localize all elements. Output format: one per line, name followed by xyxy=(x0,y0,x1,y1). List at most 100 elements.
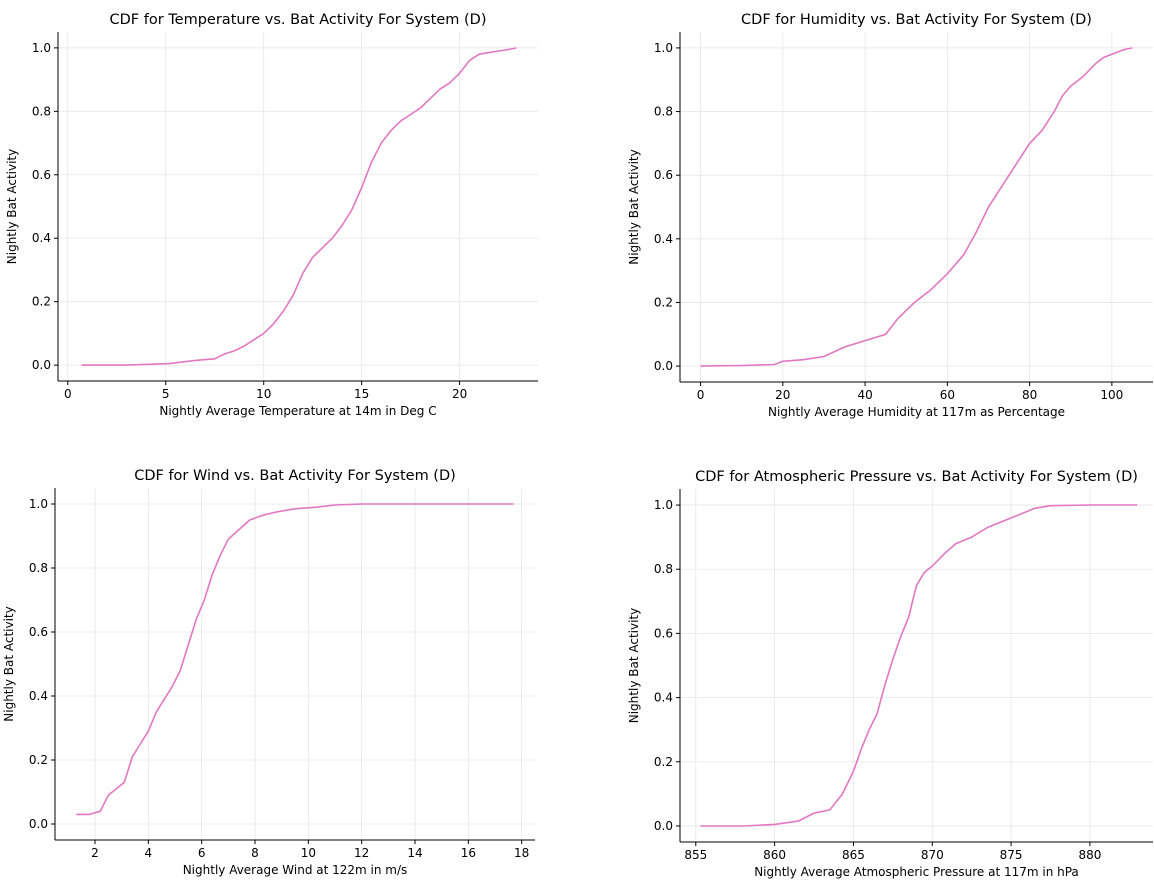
cdf-data-point xyxy=(1000,187,1002,189)
cdf-data-point xyxy=(390,129,392,131)
cdf-data-point xyxy=(852,770,854,772)
cdf-data-point xyxy=(400,120,402,122)
cdf-data-point xyxy=(478,53,480,55)
x-tick-label: 2 xyxy=(91,846,99,860)
cdf-data-point xyxy=(155,711,157,713)
cdf-data-point xyxy=(107,794,109,796)
cdf-data-point xyxy=(802,359,804,361)
cdf-data-point xyxy=(419,107,421,109)
cdf-data-point xyxy=(773,363,775,365)
y-tick-label: 0.4 xyxy=(32,231,51,245)
cdf-data-point xyxy=(147,730,149,732)
cdf-data-point xyxy=(930,289,932,291)
cdf-data-point xyxy=(351,208,353,210)
cdf-data-point xyxy=(884,684,886,686)
cdf-data-point xyxy=(429,97,431,99)
cdf-data-point xyxy=(80,364,82,366)
x-tick-label: 40 xyxy=(857,388,872,402)
y-tick-label: 0.8 xyxy=(29,561,48,575)
cdf-data-point xyxy=(841,793,843,795)
cdf-data-point xyxy=(900,635,902,637)
cdf-data-point xyxy=(171,685,173,687)
cdf-data-point xyxy=(1070,85,1072,87)
cdf-series-line xyxy=(700,47,1133,367)
y-tick-label: 0.4 xyxy=(654,232,673,246)
cdf-data-point xyxy=(99,810,101,812)
cdf-data-point xyxy=(123,781,125,783)
cdf-data-point xyxy=(843,346,845,348)
y-axis-label: Nightly Bat Activity xyxy=(627,608,641,723)
cdf-data-point xyxy=(963,254,965,256)
x-axis-label: Nightly Average Temperature at 14m in De… xyxy=(159,404,436,418)
y-tick-label: 0.2 xyxy=(654,755,673,769)
cdf-data-point xyxy=(892,658,894,660)
cdf-data-point xyxy=(458,72,460,74)
cdf-data-point xyxy=(223,353,225,355)
cdf-data-point xyxy=(1028,142,1030,144)
cdf-data-point xyxy=(294,508,296,510)
y-tick-label: 1.0 xyxy=(29,497,48,511)
cdf-data-point xyxy=(331,237,333,239)
cdf-data-point xyxy=(823,355,825,357)
y-tick-label: 0.0 xyxy=(29,817,48,831)
x-tick-label: 8 xyxy=(251,846,259,860)
cdf-data-point xyxy=(272,323,274,325)
cdf-data-point xyxy=(1123,48,1125,50)
cdf-data-point xyxy=(955,542,957,544)
x-axis-label: Nightly Average Humidity at 117m as Perc… xyxy=(768,405,1065,419)
y-tick-label: 0.2 xyxy=(29,753,48,767)
cdf-data-point xyxy=(238,528,240,530)
cdf-data-point xyxy=(1082,75,1084,77)
cdf-data-point xyxy=(163,698,165,700)
cdf-data-point xyxy=(515,47,517,49)
cdf-data-point xyxy=(282,310,284,312)
cdf-data-point xyxy=(931,565,933,567)
x-tick-label: 855 xyxy=(684,848,707,862)
y-axis-label: Nightly Bat Activity xyxy=(627,149,641,264)
cdf-data-point xyxy=(987,206,989,208)
cdf-data-point xyxy=(187,644,189,646)
cdf-data-point xyxy=(884,333,886,335)
x-tick-label: 0 xyxy=(64,387,72,401)
x-tick-label: 100 xyxy=(1100,388,1123,402)
cdf-data-point xyxy=(868,728,870,730)
cdf-data-point xyxy=(248,519,250,521)
x-tick-label: 870 xyxy=(921,848,944,862)
y-tick-label: 0.6 xyxy=(29,625,48,639)
chart-panel-1: 0 5 10 15 20 0.0 0.2 0.4 0.6 0.8 1.0 CDF for Temper… xyxy=(5,12,538,418)
cdf-data-point xyxy=(773,823,775,825)
cdf-data-point xyxy=(253,339,255,341)
cdf-data-point xyxy=(944,552,946,554)
x-tick-label: 60 xyxy=(940,388,955,402)
x-tick-label: 14 xyxy=(407,846,422,860)
y-tick-label: 0.4 xyxy=(654,691,673,705)
cdf-data-point xyxy=(203,599,205,601)
cdf-data-point xyxy=(1049,504,1051,506)
cdf-data-point xyxy=(1136,504,1138,506)
cdf-data-point xyxy=(275,511,277,513)
cdf-data-point xyxy=(380,142,382,144)
cdf-data-point xyxy=(913,301,915,303)
cdf-data-point xyxy=(699,365,701,367)
y-tick-label: 0.0 xyxy=(654,819,673,833)
cdf-data-point xyxy=(975,231,977,233)
cdf-data-point xyxy=(360,503,362,505)
cdf-data-point xyxy=(1102,56,1104,58)
cdf-data-point xyxy=(195,618,197,620)
cdf-data-point xyxy=(742,825,744,827)
chart-title: CDF for Wind vs. Bat Activity For System… xyxy=(134,468,456,484)
cdf-data-point xyxy=(1034,507,1036,509)
cdf-data-point xyxy=(1018,513,1020,515)
x-tick-label: 20 xyxy=(775,388,790,402)
cdf-data-point xyxy=(797,820,799,822)
cdf-data-point xyxy=(1012,168,1014,170)
chart-title: CDF for Humidity vs. Bat Activity For Sy… xyxy=(741,12,1092,28)
cdf-data-point xyxy=(829,809,831,811)
x-tick-label: 10 xyxy=(256,387,271,401)
x-tick-label: 16 xyxy=(461,846,476,860)
y-tick-label: 0.4 xyxy=(29,689,48,703)
x-axis-label: Nightly Average Wind at 122m in m/s xyxy=(183,863,408,877)
x-tick-label: 10 xyxy=(301,846,316,860)
cdf-data-point xyxy=(923,571,925,573)
